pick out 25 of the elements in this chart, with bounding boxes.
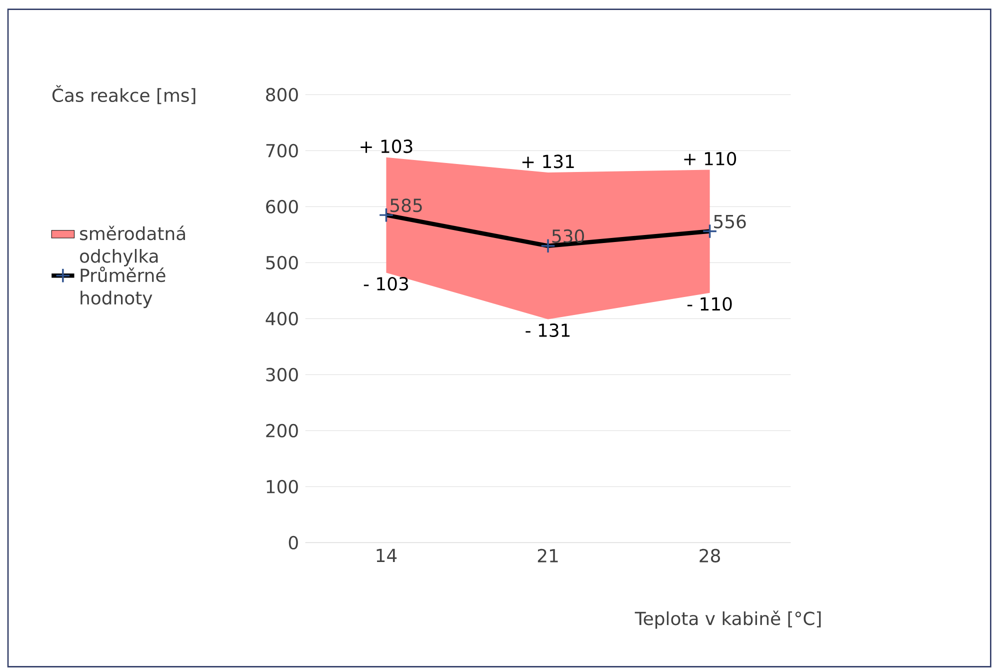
y-tick-label: 600: [266, 200, 298, 214]
annotation: - 131: [526, 323, 570, 338]
annotation: - 103: [364, 276, 408, 291]
data-label: 556: [714, 214, 746, 228]
data-label: 530: [552, 229, 584, 243]
annotation: + 131: [522, 154, 574, 168]
annotation: + 103: [360, 140, 412, 154]
x-tick-label: 28: [700, 548, 720, 562]
annotation: + 110: [684, 152, 736, 166]
legend-label: Průměrné hodnoty: [80, 266, 166, 308]
y-tick-label: 200: [266, 424, 298, 438]
y-tick-label: 700: [266, 144, 298, 158]
y-tick-label: 500: [266, 256, 298, 270]
x-tick-label: 14: [376, 548, 397, 562]
x-tick-label: 21: [538, 548, 558, 562]
y-axis-title: Čas reakce [ms]: [52, 85, 196, 104]
y-tick-label: 100: [266, 480, 298, 494]
data-label: 585: [390, 198, 422, 212]
x-axis-title: Teplota v kabině [°C]: [634, 610, 821, 629]
annotation: - 110: [687, 297, 732, 311]
legend-label: směrodatná odchylka: [80, 226, 185, 266]
y-tick-label: 400: [266, 312, 298, 326]
y-tick-label: 300: [266, 368, 298, 382]
y-tick-label: 800: [266, 88, 298, 102]
y-tick-label: 0: [288, 536, 298, 550]
